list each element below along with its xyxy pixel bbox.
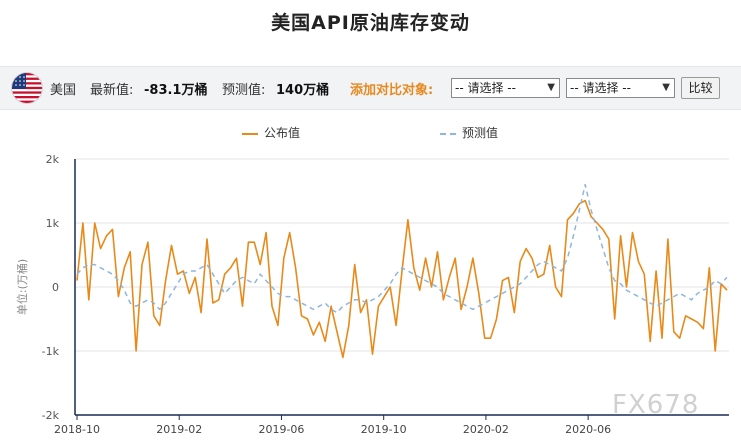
legend-label-actual: 公布值 xyxy=(264,126,301,140)
forecast-value: 140万桶 xyxy=(276,83,330,98)
us-flag-icon xyxy=(12,73,42,103)
x-tick-label: 2019-02 xyxy=(156,423,202,436)
latest-value-label: 最新值: xyxy=(90,83,134,98)
compare-select-2-value: -- 请选择 -- xyxy=(570,81,631,95)
country-label: 美国 xyxy=(50,83,77,98)
compare-select-1-value: -- 请选择 -- xyxy=(455,81,516,95)
series-line-forecast xyxy=(76,183,728,314)
x-tick-label: 2020-06 xyxy=(565,423,611,436)
legend-swatch-actual xyxy=(242,132,258,135)
watermark: FX678 xyxy=(612,390,700,420)
y-axis-label: 单位:(万桶) xyxy=(15,259,29,315)
y-tick-label: -2k xyxy=(42,409,60,422)
compare-select-1[interactable]: -- 请选择 -- ▼ xyxy=(451,78,560,98)
compare-select-2[interactable]: -- 请选择 -- ▼ xyxy=(566,78,675,98)
legend-item-actual[interactable]: 公布值 xyxy=(242,124,300,141)
legend-swatch-forecast xyxy=(440,132,456,135)
latest-value: -83.1万桶 xyxy=(144,83,208,98)
x-tick-label: 2019-06 xyxy=(258,423,304,436)
x-tick-label: 2018-10 xyxy=(54,423,100,436)
chevron-down-icon: ▼ xyxy=(547,82,555,93)
legend-item-forecast[interactable]: 预测值 xyxy=(440,124,498,141)
y-tick-label: -1k xyxy=(42,345,60,358)
page-title: 美国API原油库存变动 xyxy=(271,12,470,34)
x-tick-label: 2020-02 xyxy=(463,423,509,436)
y-tick-label: 2k xyxy=(46,153,60,166)
compare-label: 添加对比对象: xyxy=(350,83,434,98)
x-tick-label: 2019-10 xyxy=(361,423,407,436)
y-tick-label: 0 xyxy=(52,281,59,294)
compare-button[interactable]: 比较 xyxy=(681,77,720,99)
toolbar: 美国 最新值: -83.1万桶 预测值: 140万桶 添加对比对象: -- 请选… xyxy=(0,66,741,110)
chevron-down-icon: ▼ xyxy=(662,82,670,93)
legend-label-forecast: 预测值 xyxy=(462,126,499,140)
y-tick-label: 1k xyxy=(46,217,60,230)
forecast-value-label: 预测值: xyxy=(222,83,266,98)
series-line-actual xyxy=(76,199,728,359)
